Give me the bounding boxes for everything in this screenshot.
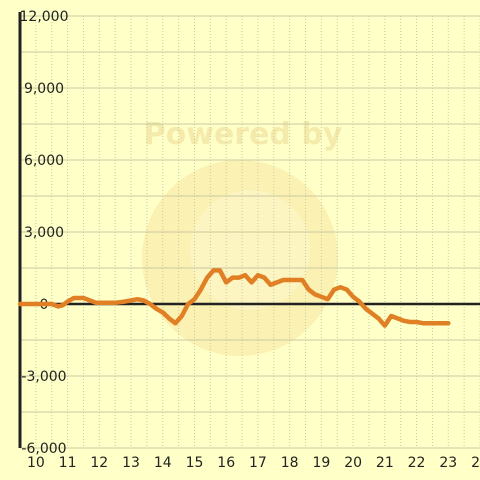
x-tick-label: 16 — [217, 455, 235, 471]
x-tick-label: 12 — [90, 455, 108, 471]
y-tick-label: -3,000 — [21, 369, 66, 385]
y-tick-label: 9,000 — [24, 81, 64, 97]
series-layer — [17, 268, 451, 328]
y-tick-label: 3,000 — [24, 225, 64, 241]
y-tick-label: 12,000 — [20, 9, 69, 25]
x-tick-label: 11 — [59, 455, 77, 471]
x-tick-label: 19 — [312, 455, 330, 471]
y-tick-label: -6,000 — [21, 441, 66, 457]
x-tick-label: 15 — [186, 455, 204, 471]
y-tick-label: 6,000 — [24, 153, 64, 169]
x-tick-label: 21 — [376, 455, 394, 471]
x-tick-label: 13 — [122, 455, 140, 471]
x-tick-label: 17 — [249, 455, 267, 471]
grid — [20, 15, 480, 449]
x-tick-label: 14 — [154, 455, 172, 471]
x-tick-label: 10 — [27, 455, 45, 471]
watermark-text: Powered by — [144, 117, 343, 152]
x-tick-label: 22 — [408, 455, 426, 471]
x-tick-label: 20 — [344, 455, 362, 471]
watermark-inner-circle — [190, 190, 310, 310]
x-tick-label: 24 — [471, 455, 480, 471]
x-tick-label: 23 — [439, 455, 457, 471]
series-line — [17, 268, 451, 328]
x-tick-label: 18 — [281, 455, 299, 471]
